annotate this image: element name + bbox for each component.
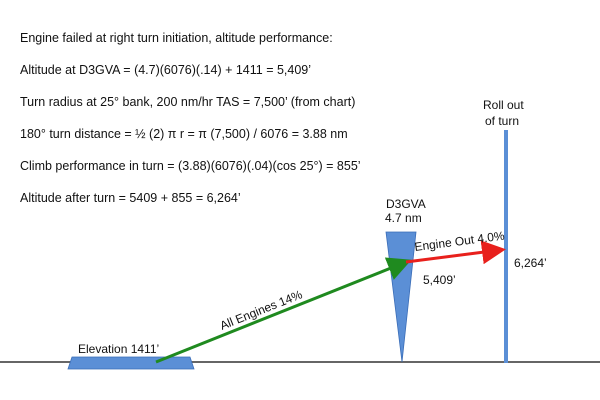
- calc-line-3: Turn radius at 25° bank, 200 nm/hr TAS =…: [20, 95, 356, 109]
- altitude-at-fix-label: 5,409’: [423, 273, 456, 287]
- fix-name: D3GVA: [386, 197, 426, 211]
- altitude-after-turn-label: 6,264’: [514, 256, 547, 270]
- engine-out-arrow: [405, 240, 506, 265]
- rollout-label-line2: of turn: [485, 114, 519, 128]
- rollout-bar: [504, 130, 508, 363]
- all-engines-label: All Engines 14%: [218, 287, 305, 333]
- calc-line-6: Altitude after turn = 5409 + 855 = 6,264…: [20, 191, 241, 205]
- all-engines-arrow: [155, 257, 412, 364]
- calc-line-4: 180° turn distance = ½ (2) π r = π (7,50…: [20, 127, 348, 141]
- runway-bar: [67, 356, 195, 370]
- calc-line-5: Climb performance in turn = (3.88)(6076)…: [20, 159, 361, 173]
- calc-line-1: Engine failed at right turn initiation, …: [20, 31, 333, 45]
- fix-distance: 4.7 nm: [385, 211, 422, 225]
- d3gva-marker: [385, 231, 417, 363]
- rollout-label-line1: Roll out: [483, 98, 524, 112]
- calc-line-2: Altitude at D3GVA = (4.7)(6076)(.14) + 1…: [20, 63, 312, 77]
- runway-label: Elevation 1411’: [78, 342, 159, 356]
